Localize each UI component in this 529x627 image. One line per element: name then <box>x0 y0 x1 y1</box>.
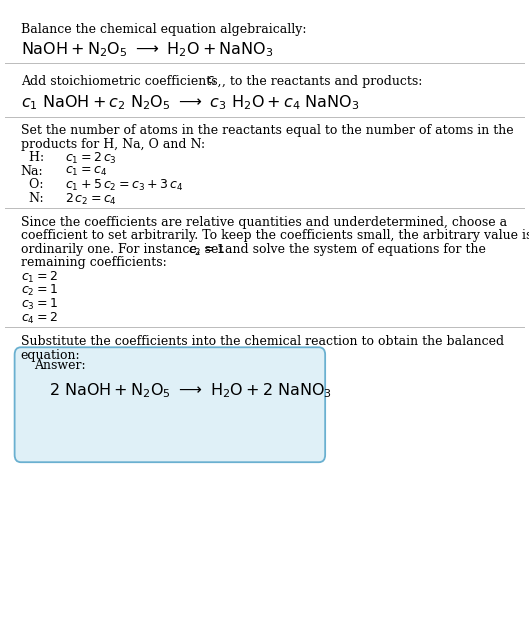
Text: Answer:: Answer: <box>34 359 85 372</box>
Text: Substitute the coefficients into the chemical reaction to obtain the balanced: Substitute the coefficients into the che… <box>21 335 504 348</box>
Text: and solve the system of equations for the: and solve the system of equations for th… <box>222 243 486 256</box>
Text: remaining coefficients:: remaining coefficients: <box>21 256 167 270</box>
Text: Since the coefficients are relative quantities and underdetermined, choose a: Since the coefficients are relative quan… <box>21 216 507 229</box>
Text: O:: O: <box>21 178 43 191</box>
Text: products for H, Na, O and N:: products for H, Na, O and N: <box>21 138 205 150</box>
Text: Add stoichiometric coefficients,: Add stoichiometric coefficients, <box>21 75 225 88</box>
Text: equation:: equation: <box>21 349 80 362</box>
Text: $c_1 = 2\,c_3$: $c_1 = 2\,c_3$ <box>65 151 117 166</box>
Text: $2\,c_2 = c_4$: $2\,c_2 = c_4$ <box>65 192 117 207</box>
Text: Na:: Na: <box>21 165 43 178</box>
FancyBboxPatch shape <box>15 347 325 462</box>
Text: $c_4 = 2$: $c_4 = 2$ <box>21 310 58 325</box>
Text: $c_2 = 1$: $c_2 = 1$ <box>21 283 58 298</box>
Text: Balance the chemical equation algebraically:: Balance the chemical equation algebraica… <box>21 23 306 36</box>
Text: $c_1 \ \mathrm{NaOH} + c_2 \ \mathrm{N_2O_5} \ {\longrightarrow} \ c_3 \ \mathrm: $c_1 \ \mathrm{NaOH} + c_2 \ \mathrm{N_2… <box>21 93 359 112</box>
Text: $\mathrm{NaOH + N_2O_5 \ {\longrightarrow} \ H_2O + NaNO_3}$: $\mathrm{NaOH + N_2O_5 \ {\longrightarro… <box>21 41 273 60</box>
Text: $c_i$: $c_i$ <box>206 75 218 88</box>
Text: $c_2 = 1$: $c_2 = 1$ <box>188 243 225 258</box>
Text: ordinarily one. For instance, set: ordinarily one. For instance, set <box>21 243 227 256</box>
Text: Set the number of atoms in the reactants equal to the number of atoms in the: Set the number of atoms in the reactants… <box>21 124 514 137</box>
Text: $c_3 = 1$: $c_3 = 1$ <box>21 297 58 312</box>
Text: N:: N: <box>21 192 43 205</box>
Text: $c_1 = 2$: $c_1 = 2$ <box>21 270 58 285</box>
Text: $c_1 = c_4$: $c_1 = c_4$ <box>65 165 107 178</box>
Text: H:: H: <box>21 151 44 164</box>
Text: $c_1 + 5\,c_2 = c_3 + 3\,c_4$: $c_1 + 5\,c_2 = c_3 + 3\,c_4$ <box>65 178 183 193</box>
Text: $\mathrm{2 \ NaOH + N_2O_5 \ {\longrightarrow} \ H_2O + 2 \ NaNO_3}$: $\mathrm{2 \ NaOH + N_2O_5 \ {\longright… <box>49 381 332 400</box>
Text: , to the reactants and products:: , to the reactants and products: <box>222 75 422 88</box>
Text: coefficient to set arbitrarily. To keep the coefficients small, the arbitrary va: coefficient to set arbitrarily. To keep … <box>21 229 529 242</box>
